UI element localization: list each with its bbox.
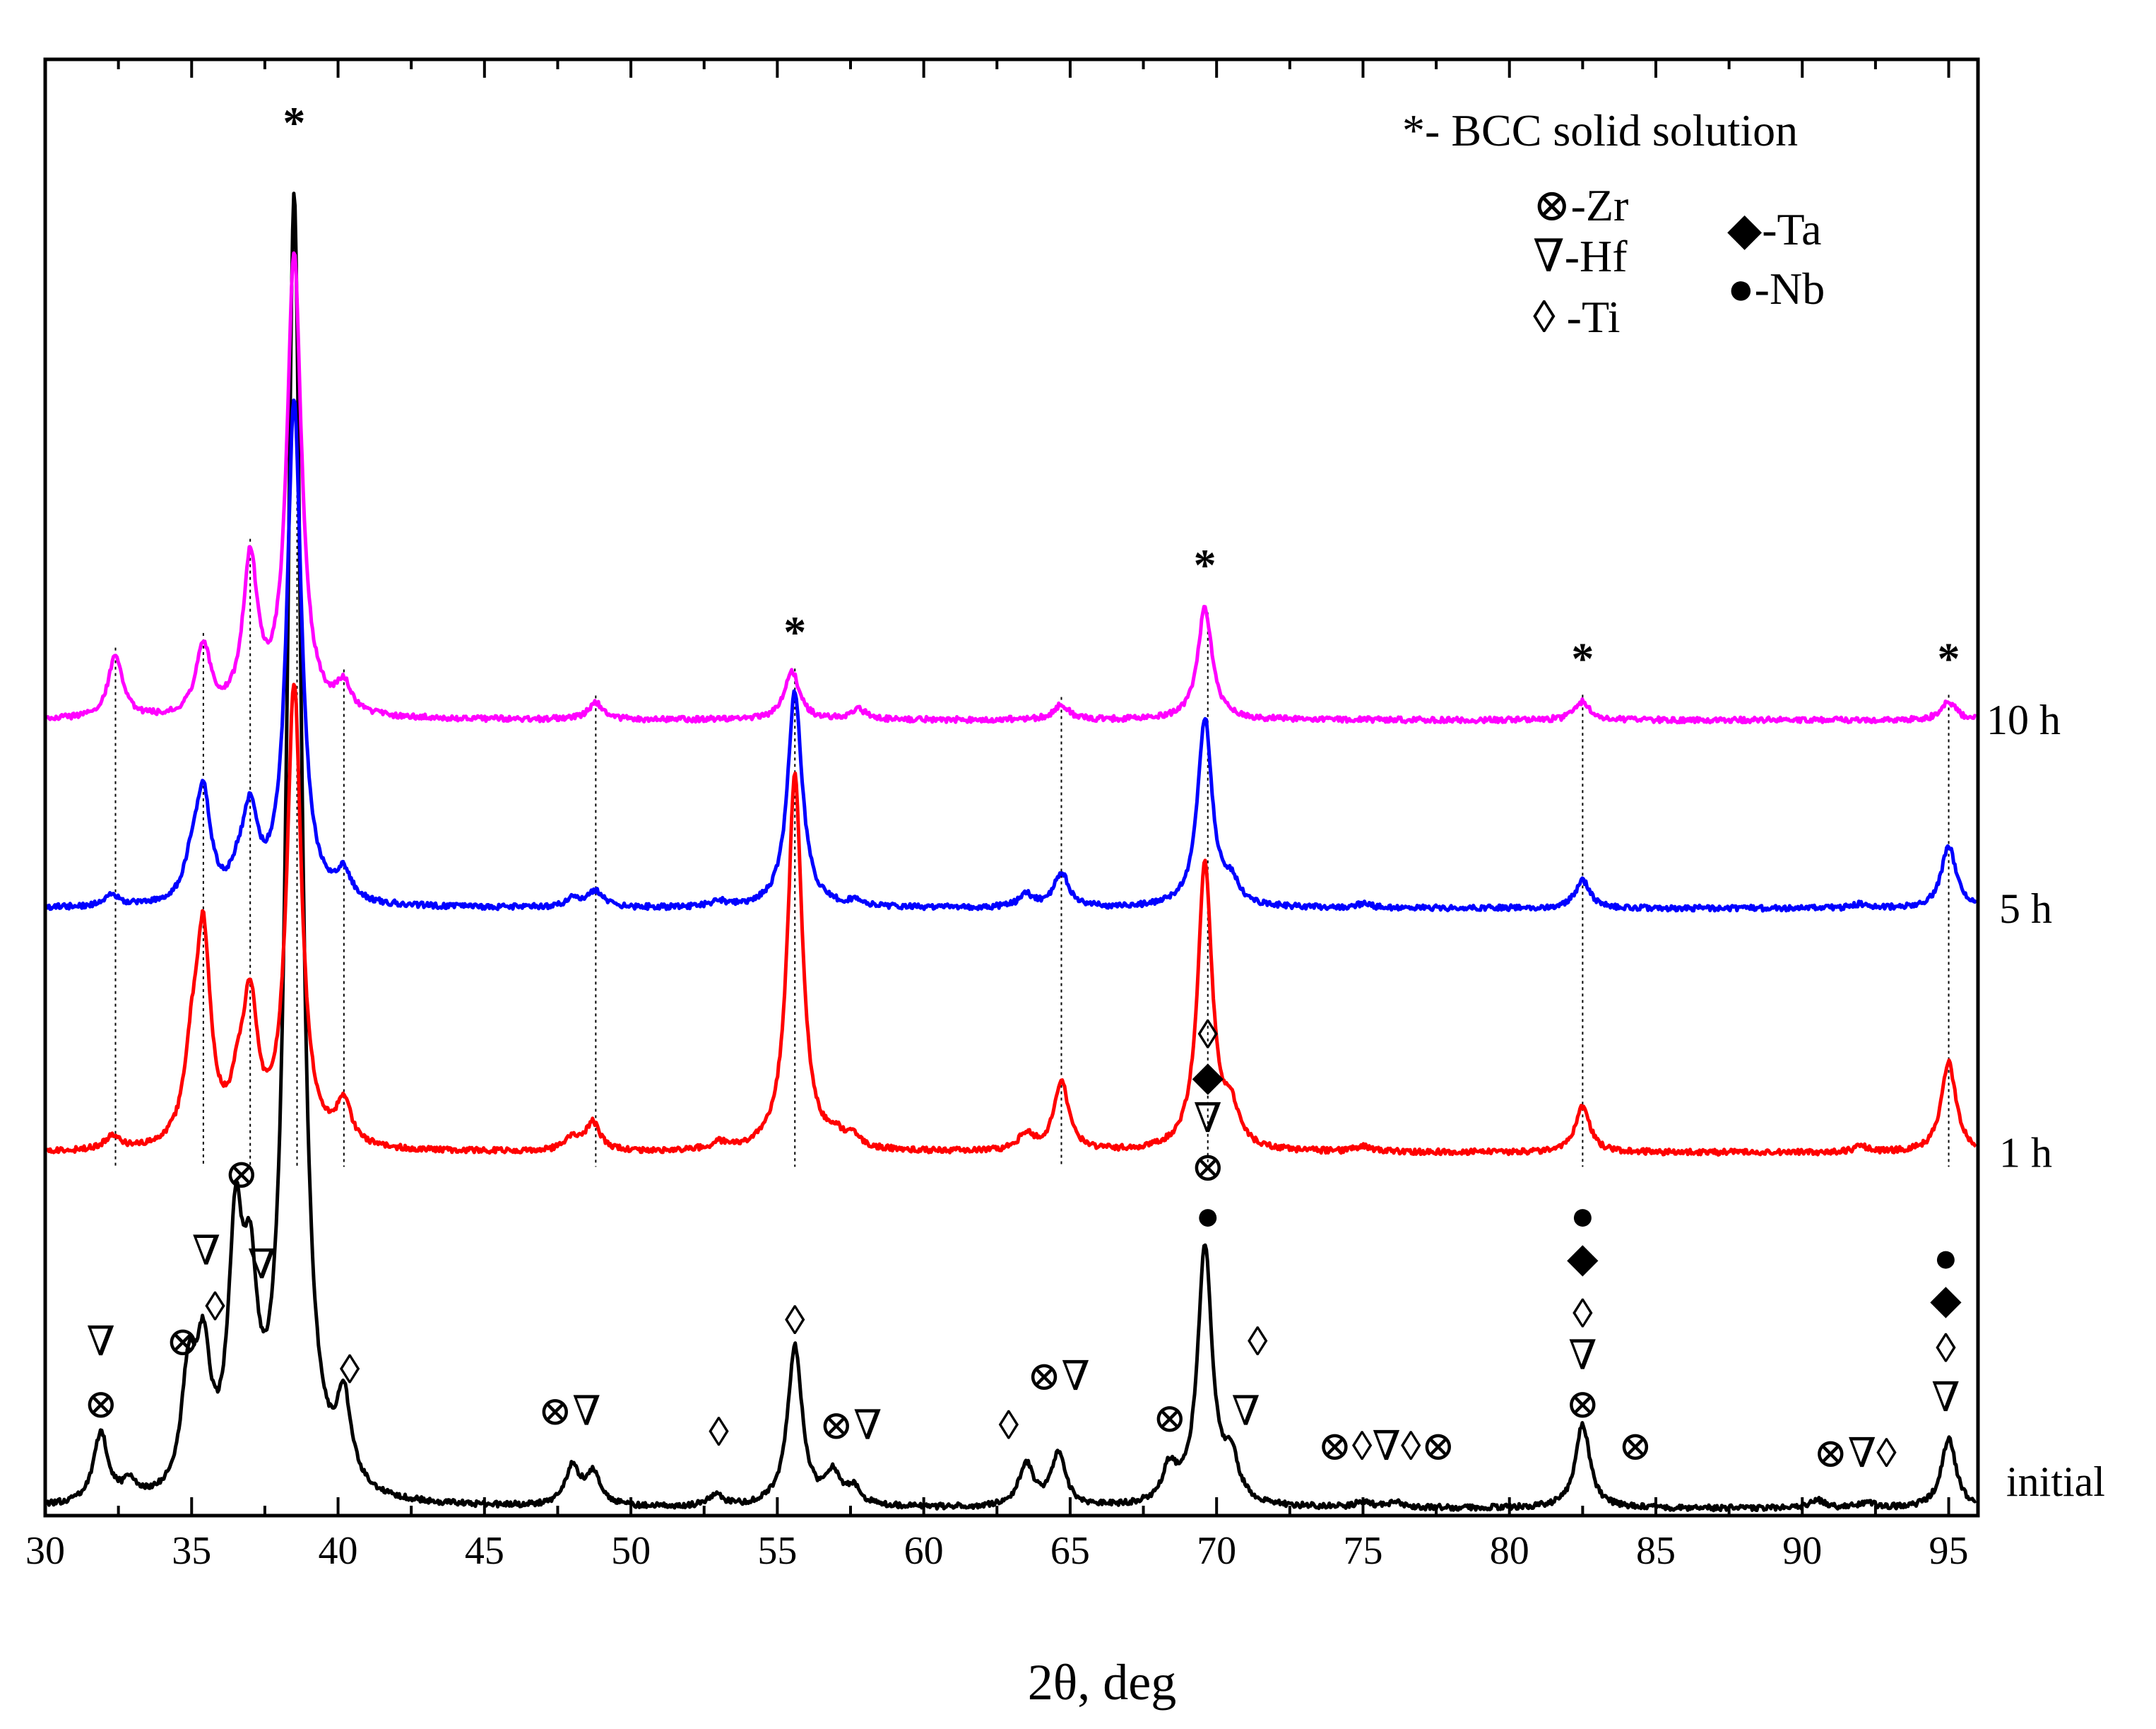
series-label-5-h: 5 h xyxy=(1999,885,2052,932)
phase-marker: ◊ xyxy=(340,1346,360,1392)
phase-marker: ⊗∇ xyxy=(1027,1353,1090,1399)
series-curves xyxy=(45,191,1978,1513)
phase-marker: ◊ xyxy=(205,1283,225,1329)
phase-marker: ⊗ xyxy=(1153,1395,1187,1441)
phase-marker: ∇ xyxy=(1568,1333,1597,1379)
phase-marker: ∇ xyxy=(1931,1374,1960,1420)
series-labels: initial 1 h 5 h 10 h xyxy=(1986,697,2105,1505)
x-tick-label: 85 xyxy=(1636,1529,1676,1573)
phase-marker: ⊗∇ xyxy=(538,1388,600,1434)
phase-marker: ∇ xyxy=(87,1318,116,1364)
x-tick-label: 90 xyxy=(1782,1529,1822,1573)
series-label-10-h: 10 h xyxy=(1986,697,2061,743)
phase-marker: ⊗∇◊ xyxy=(1813,1430,1897,1476)
x-tick-label: 80 xyxy=(1490,1529,1529,1573)
phase-marker: ∇ xyxy=(1193,1095,1222,1141)
phase-marker: ⊗ xyxy=(224,1151,259,1197)
phase-marker: ∇ xyxy=(192,1227,221,1273)
phase-marker: ◊ xyxy=(1197,1011,1218,1057)
bcc-marker: * xyxy=(1938,633,1960,683)
plot-frame xyxy=(43,57,1980,1518)
legend-nb: ●-Nb xyxy=(1727,264,1825,314)
legend-ta: ◆-Ta xyxy=(1727,204,1822,254)
series-line-initial xyxy=(45,191,1977,1513)
x-tick-label: 95 xyxy=(1929,1529,1969,1573)
phase-marker: ◆ xyxy=(1930,1277,1962,1323)
phase-marker: ◊ xyxy=(1572,1290,1593,1336)
bcc-marker: * xyxy=(1194,540,1216,590)
x-axis-title: 2θ, deg xyxy=(1028,1654,1176,1711)
phase-annotations: ⊗∇ ⊗◊∇⊗∇◊⊗∇ ◊◊⊗∇ ◊⊗∇⊗◊∇●⊗∇◆◊⊗◊∇◊⊗⊗∇◊◆●⊗ ⊗∇◊∇… xyxy=(83,1011,1962,1476)
phase-marker: ⊗∇ xyxy=(819,1402,882,1448)
bcc-marker: * xyxy=(1571,633,1594,683)
phase-marker: ◊ xyxy=(709,1409,729,1455)
legend: *- BCC solid solution ⊗-Zr ∇-Hf ◊ -Ti ◆-… xyxy=(1402,105,1825,342)
phase-marker: ● xyxy=(1195,1193,1220,1239)
phase-marker: ● xyxy=(1933,1234,1958,1280)
phase-marker: ◊ xyxy=(1936,1326,1956,1371)
series-line-10-h xyxy=(45,251,1977,725)
series-line-5-h xyxy=(45,399,1978,913)
series-line-1-h xyxy=(46,683,1977,1157)
x-tick-label: 70 xyxy=(1197,1529,1236,1573)
phase-marker: ◆ xyxy=(1192,1054,1224,1099)
x-tick-label: 75 xyxy=(1343,1529,1382,1573)
phase-marker: ◊ xyxy=(1248,1318,1268,1364)
phase-marker: ⊗ xyxy=(1190,1144,1225,1190)
bcc-marker: * xyxy=(283,98,305,148)
phase-marker: ∇ xyxy=(248,1241,277,1287)
axis-ticks xyxy=(44,59,1950,1516)
phase-marker: ◊ xyxy=(785,1297,805,1343)
phase-marker: ● xyxy=(1570,1193,1595,1239)
legend-hf: ∇-Hf xyxy=(1533,231,1628,281)
phase-marker: ⊗ xyxy=(166,1318,201,1364)
x-tick-label: 35 xyxy=(172,1529,211,1573)
x-tick-label: 40 xyxy=(319,1529,358,1573)
series-label-initial: initial xyxy=(2006,1458,2105,1505)
x-tick-label: 45 xyxy=(465,1529,504,1573)
x-tick-labels: 30 35 40 45 50 55 60 65 70 75 80 85 90 95 xyxy=(25,1529,1969,1573)
x-tick-label: 55 xyxy=(757,1529,797,1573)
bcc-markers: * * * * * xyxy=(283,98,1960,683)
legend-bcc: *- BCC solid solution xyxy=(1402,105,1798,155)
bcc-marker: * xyxy=(783,607,806,657)
legend-zr: ⊗-Zr xyxy=(1533,180,1628,230)
series-label-1-h: 1 h xyxy=(1999,1129,2052,1176)
phase-marker: ◊ xyxy=(999,1402,1019,1448)
phase-marker: ◆ xyxy=(1567,1234,1599,1280)
x-tick-label: 65 xyxy=(1050,1529,1090,1573)
x-tick-label: 60 xyxy=(904,1529,944,1573)
phase-marker: ∇ xyxy=(1231,1388,1260,1434)
phase-marker: ⊗◊∇◊⊗ xyxy=(1317,1423,1455,1469)
legend-ti: ◊ -Ti xyxy=(1533,292,1621,342)
x-tick-label: 30 xyxy=(25,1529,65,1573)
x-tick-label: 50 xyxy=(611,1529,651,1573)
reference-lines xyxy=(114,291,1950,1167)
phase-marker: ⊗ xyxy=(83,1381,118,1427)
phase-marker: ⊗ xyxy=(1565,1381,1600,1427)
phase-marker: ⊗ xyxy=(1618,1423,1653,1469)
